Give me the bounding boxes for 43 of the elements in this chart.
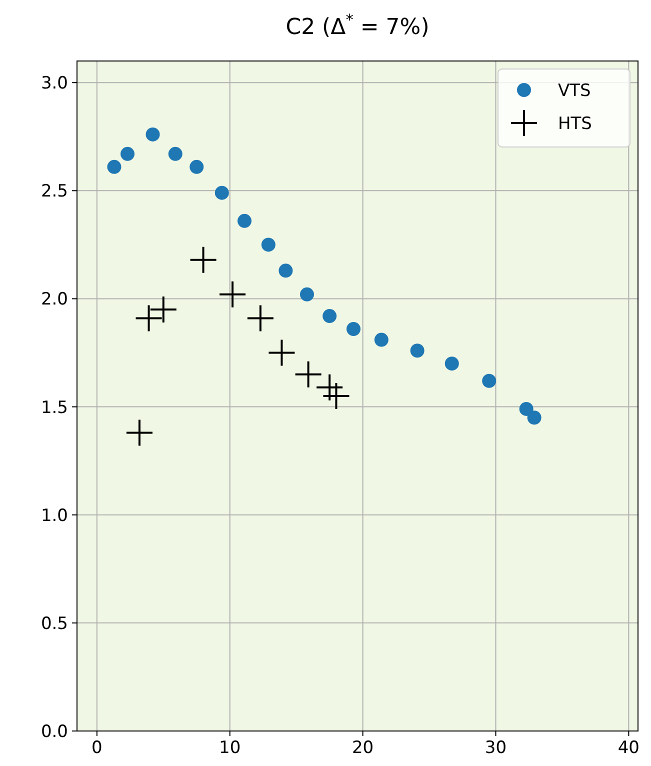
point — [214, 186, 229, 200]
point — [300, 287, 314, 302]
y-tick-label: 1.0 — [40, 506, 68, 526]
point — [261, 238, 276, 252]
point — [410, 344, 424, 358]
x-tick-label: 0 — [92, 738, 102, 758]
point — [150, 296, 176, 323]
point — [107, 160, 122, 174]
point — [168, 146, 182, 161]
point — [190, 160, 204, 174]
point — [136, 305, 162, 332]
point — [247, 305, 274, 332]
point — [238, 214, 252, 228]
point — [268, 340, 295, 366]
point — [346, 322, 361, 336]
legend-label: HTS — [558, 114, 592, 134]
y-tick-label: 1.5 — [40, 398, 68, 418]
point — [527, 410, 542, 425]
y-tick-label: 2.0 — [40, 290, 68, 310]
y-tick-label: 3.0 — [40, 74, 68, 94]
point — [323, 383, 350, 409]
point — [482, 374, 496, 388]
point — [322, 309, 337, 324]
point — [146, 127, 160, 142]
y-tick-label: 2.5 — [40, 182, 68, 202]
point — [190, 246, 216, 273]
legend-label: VTS — [558, 81, 591, 101]
x-tick-label: 20 — [352, 738, 374, 758]
x-tick-label: 30 — [484, 738, 507, 758]
point — [519, 402, 534, 416]
point — [126, 420, 152, 446]
point — [120, 146, 135, 161]
chart-title: C2 (Δ$^{*}$ = 7%) — [286, 11, 430, 40]
x-tick-label: 10 — [219, 738, 241, 758]
point — [278, 264, 293, 278]
point — [444, 356, 459, 371]
x-tick-label: 40 — [618, 738, 640, 758]
y-tick-label: 0.0 — [40, 722, 68, 742]
point — [374, 332, 388, 347]
point — [295, 361, 322, 388]
y-tick-label: 0.5 — [40, 614, 68, 634]
point — [220, 281, 246, 308]
point — [316, 374, 343, 400]
